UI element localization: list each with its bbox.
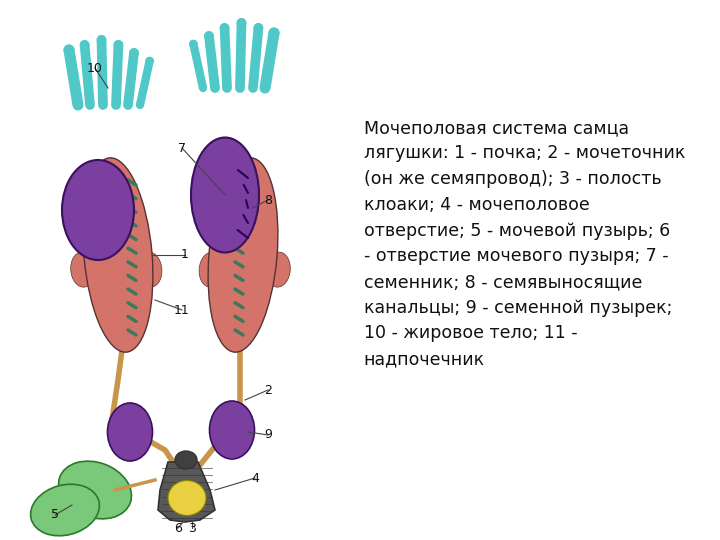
Ellipse shape <box>107 403 153 461</box>
Text: 2: 2 <box>264 383 272 396</box>
Ellipse shape <box>175 451 197 469</box>
Ellipse shape <box>71 252 94 287</box>
Circle shape <box>146 57 153 65</box>
Circle shape <box>254 24 263 32</box>
Ellipse shape <box>199 252 223 287</box>
Circle shape <box>64 45 73 55</box>
Text: 4: 4 <box>251 471 259 484</box>
Circle shape <box>190 40 197 48</box>
Circle shape <box>130 49 138 57</box>
Ellipse shape <box>62 160 134 260</box>
Ellipse shape <box>208 158 278 352</box>
Ellipse shape <box>210 401 254 459</box>
Text: 9: 9 <box>264 429 272 442</box>
Circle shape <box>204 32 213 40</box>
Ellipse shape <box>116 265 140 300</box>
Text: 6: 6 <box>174 522 182 535</box>
Text: 10: 10 <box>87 62 103 75</box>
Ellipse shape <box>168 481 206 516</box>
Circle shape <box>238 19 246 27</box>
Circle shape <box>114 41 122 49</box>
Text: 7: 7 <box>178 141 186 154</box>
Polygon shape <box>158 462 215 522</box>
Text: Мочеполовая система самца
лягушки: 1 - почка; 2 - мочеточник
(он же семяпровод);: Мочеполовая система самца лягушки: 1 - п… <box>364 119 685 368</box>
Ellipse shape <box>89 265 114 300</box>
Text: 5: 5 <box>51 509 59 522</box>
Ellipse shape <box>266 252 290 287</box>
Text: 1: 1 <box>181 248 189 261</box>
Circle shape <box>220 24 229 32</box>
Text: 8: 8 <box>264 193 272 206</box>
Ellipse shape <box>191 138 259 253</box>
Circle shape <box>97 36 106 44</box>
Text: 11: 11 <box>174 303 190 316</box>
Ellipse shape <box>58 461 132 519</box>
Ellipse shape <box>30 484 99 536</box>
Ellipse shape <box>138 252 162 287</box>
Text: 3: 3 <box>188 522 196 535</box>
Circle shape <box>269 28 279 38</box>
Circle shape <box>81 41 89 49</box>
Ellipse shape <box>221 265 245 300</box>
Ellipse shape <box>83 158 153 352</box>
Ellipse shape <box>248 265 271 300</box>
